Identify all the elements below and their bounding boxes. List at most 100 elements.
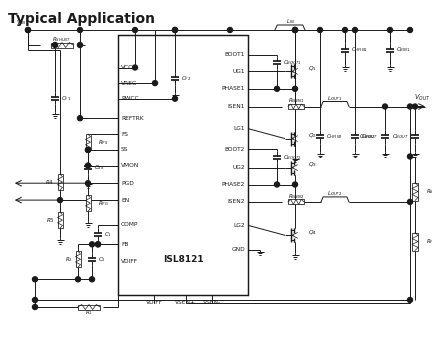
Circle shape [77,116,83,121]
Text: VSEN-: VSEN- [203,300,221,305]
Circle shape [292,28,298,33]
Text: ISEN2: ISEN2 [228,200,245,204]
Text: $C_{HFOUT}$: $C_{HFOUT}$ [359,132,379,141]
Text: $R_2$: $R_2$ [65,255,73,264]
Text: $Q_3$: $Q_3$ [308,160,317,169]
Circle shape [95,242,101,247]
Text: LG1: LG1 [234,126,245,131]
Text: $Q_4$: $Q_4$ [308,228,317,237]
Circle shape [407,298,413,303]
Text: $R_B$: $R_B$ [426,187,432,196]
Bar [288,200,304,204]
Circle shape [407,104,413,109]
Circle shape [172,28,178,33]
Circle shape [152,81,158,86]
Circle shape [413,104,417,109]
Circle shape [76,277,80,282]
Circle shape [89,277,95,282]
Text: $V_{IN}$: $V_{IN}$ [16,18,26,27]
Text: $R_{ISEN1}$: $R_{ISEN1}$ [288,97,305,105]
Text: $R_1$: $R_1$ [85,308,93,317]
Text: FS: FS [121,132,128,137]
Text: ISL8121: ISL8121 [163,255,203,265]
Text: $C_{BIN2}$: $C_{BIN2}$ [361,132,376,141]
Text: EN: EN [121,198,129,203]
Circle shape [388,28,393,33]
Text: Typical Application: Typical Application [8,12,155,26]
Text: $C_1$: $C_1$ [104,230,112,239]
Text: PWCC: PWCC [121,96,139,101]
Circle shape [228,28,232,33]
Circle shape [86,148,90,152]
Text: PGD: PGD [121,181,134,186]
Circle shape [133,65,137,70]
Text: $C_{BIN1}$: $C_{BIN1}$ [396,46,411,54]
Text: COMP: COMP [121,222,139,227]
Text: PHASE1: PHASE1 [222,86,245,91]
Circle shape [292,28,298,33]
Text: $R_{PG}$: $R_{PG}$ [98,199,109,208]
Text: $L_{OUT2}$: $L_{OUT2}$ [327,189,343,198]
Circle shape [382,104,388,109]
Circle shape [407,200,413,204]
Bar [76,251,80,267]
Circle shape [32,277,38,282]
Circle shape [318,28,323,33]
Bar [412,183,418,201]
Circle shape [86,181,90,186]
Circle shape [172,96,178,101]
Text: $C_{BOUT}$: $C_{BOUT}$ [392,132,409,141]
Circle shape [32,305,38,309]
Circle shape [133,28,137,33]
Circle shape [172,28,178,33]
Circle shape [77,28,83,33]
Circle shape [292,28,298,33]
Text: $L_{IN}$: $L_{IN}$ [286,18,295,27]
Circle shape [274,86,280,91]
Text: $C_{BOOT2}$: $C_{BOOT2}$ [283,153,302,162]
Bar [412,233,418,251]
Text: $C_2$: $C_2$ [98,255,105,264]
Circle shape [407,28,413,33]
Text: $C_{BOOT1}$: $C_{BOOT1}$ [283,58,302,67]
Circle shape [274,182,280,187]
Text: PHASE2: PHASE2 [222,182,245,187]
Text: $R_F$: $R_F$ [426,237,432,246]
Text: $Q_2$: $Q_2$ [308,131,317,140]
Text: $Q_1$: $Q_1$ [308,64,317,73]
Circle shape [292,182,298,187]
Text: VSEN+: VSEN+ [175,300,196,305]
Bar [288,104,304,109]
Circle shape [25,28,31,33]
Circle shape [407,154,413,159]
Text: $V_{OUT}$: $V_{OUT}$ [413,92,430,102]
Bar [78,305,100,309]
Bar [51,42,73,48]
Circle shape [353,28,358,33]
Text: $L_{OUT1}$: $L_{OUT1}$ [327,94,343,103]
Text: BOOT2: BOOT2 [225,147,245,152]
Text: $R5$: $R5$ [46,216,54,224]
Bar [57,174,63,190]
Text: $R_{ISEN2}$: $R_{ISEN2}$ [288,192,305,201]
Circle shape [95,242,101,247]
Text: $R_{PS}$: $R_{PS}$ [98,138,109,147]
Text: UG1: UG1 [232,69,245,74]
Circle shape [89,242,95,247]
Text: UG2: UG2 [232,165,245,170]
Text: VCC: VCC [121,65,133,70]
Text: GND: GND [232,247,245,252]
Text: VDIFF: VDIFF [121,259,138,264]
Bar [57,212,63,228]
Bar [86,195,90,211]
Bar [86,134,90,150]
Circle shape [343,28,347,33]
Text: VDIFF: VDIFF [146,300,163,305]
Text: $C_{SS}$: $C_{SS}$ [94,164,104,172]
Circle shape [77,42,83,48]
Text: VMON: VMON [121,163,139,168]
Circle shape [57,198,63,203]
Text: BOOT1: BOOT1 [225,52,245,57]
Text: ISEN1: ISEN1 [228,104,245,109]
Text: LG2: LG2 [233,223,245,228]
